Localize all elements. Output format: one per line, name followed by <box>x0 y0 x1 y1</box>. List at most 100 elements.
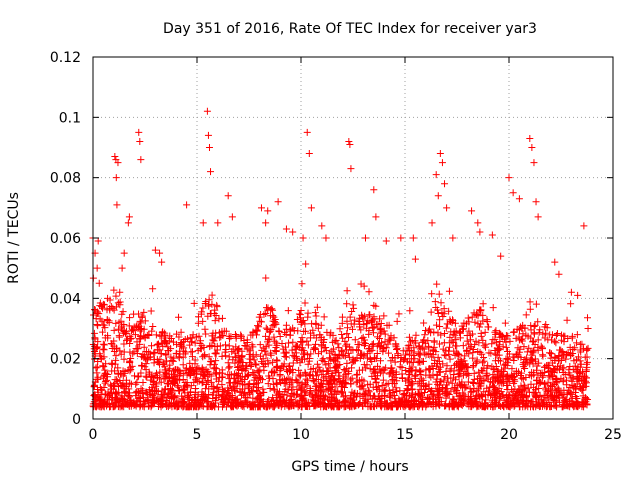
background-point <box>331 337 339 345</box>
background-point <box>464 369 472 377</box>
background-point <box>538 369 546 377</box>
background-point <box>376 342 384 350</box>
background-point <box>511 393 519 401</box>
background-point <box>138 361 146 369</box>
background-point <box>226 379 234 387</box>
background-point <box>542 321 550 329</box>
background-point <box>198 379 206 387</box>
background-point <box>205 296 213 304</box>
background-point <box>112 319 120 327</box>
background-point <box>399 390 407 398</box>
background-point <box>154 340 162 348</box>
background-point <box>358 351 366 359</box>
background-point <box>101 324 109 332</box>
background-point <box>430 328 438 336</box>
data-point <box>551 258 559 266</box>
background-point <box>292 349 300 357</box>
background-point <box>541 402 549 410</box>
background-point <box>573 339 581 347</box>
data-point <box>528 144 536 151</box>
background-point <box>126 379 134 387</box>
background-point <box>111 390 119 398</box>
background-point <box>512 391 520 399</box>
background-point <box>455 373 463 381</box>
background-point <box>360 399 368 407</box>
background-point <box>343 324 351 332</box>
background-point <box>150 356 158 364</box>
background-point <box>314 376 322 384</box>
background-point <box>471 341 479 349</box>
background-point <box>315 399 323 407</box>
background-point <box>491 346 499 354</box>
background-point <box>322 361 330 369</box>
background-point <box>169 377 177 385</box>
data-point <box>580 222 588 230</box>
data-point <box>449 234 457 242</box>
background-point <box>93 320 101 328</box>
background-point <box>186 403 194 411</box>
background-point <box>239 358 247 366</box>
background-point <box>112 303 120 311</box>
data-point <box>476 228 484 236</box>
background-point <box>414 358 422 366</box>
background-point <box>128 362 136 370</box>
background-point <box>412 331 420 339</box>
background-point <box>229 383 237 391</box>
background-point <box>318 341 326 349</box>
background-point <box>303 402 311 410</box>
background-point <box>213 342 221 350</box>
background-point <box>191 360 199 368</box>
background-point <box>193 377 201 385</box>
background-point <box>193 333 201 341</box>
background-point <box>366 347 374 355</box>
background-point <box>144 390 152 398</box>
background-point <box>243 338 251 346</box>
background-point <box>135 394 143 402</box>
background-point <box>431 298 439 306</box>
background-point <box>316 394 324 402</box>
background-point <box>134 323 142 331</box>
background-point <box>183 371 191 379</box>
background-point <box>313 303 321 311</box>
background-point <box>240 389 248 397</box>
data-point <box>104 294 112 302</box>
background-point <box>260 388 268 396</box>
background-point <box>250 356 258 364</box>
background-point <box>239 385 247 393</box>
background-point <box>143 397 151 405</box>
background-point <box>319 367 327 375</box>
background-point <box>369 316 377 324</box>
background-point <box>364 386 372 394</box>
background-point <box>350 304 358 312</box>
y-axis-ticks: 0 0.02 0.04 0.06 0.08 0.1 0.12 <box>50 50 613 428</box>
data-point <box>111 153 119 161</box>
background-point <box>536 326 544 334</box>
background-point <box>112 292 120 300</box>
background-point <box>294 379 302 387</box>
background-point <box>199 378 207 386</box>
background-point <box>538 396 546 404</box>
background-point <box>468 313 476 321</box>
background-point <box>394 401 402 409</box>
x-tick-label: 10 <box>292 427 310 443</box>
background-point <box>529 403 537 411</box>
background-point <box>224 399 232 407</box>
background-point <box>262 351 270 359</box>
background-point <box>298 383 306 391</box>
data-point <box>120 249 128 257</box>
background-point <box>258 358 266 366</box>
background-point <box>294 399 302 407</box>
background-point <box>293 316 301 324</box>
background-point <box>484 362 492 370</box>
background-point <box>532 300 540 308</box>
background-point <box>234 377 242 385</box>
background-point <box>503 396 511 404</box>
background-point <box>485 323 493 331</box>
background-point <box>181 336 189 344</box>
background-point <box>349 399 357 407</box>
background-point <box>522 374 530 382</box>
background-point <box>476 323 484 331</box>
background-point <box>257 318 265 326</box>
background-point <box>211 317 219 325</box>
background-point <box>536 392 544 400</box>
